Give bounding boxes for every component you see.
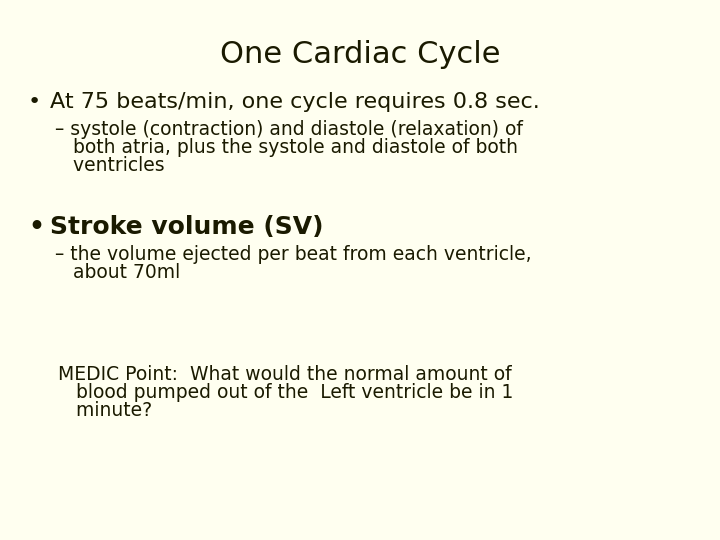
Text: At 75 beats/min, one cycle requires 0.8 sec.: At 75 beats/min, one cycle requires 0.8 … xyxy=(50,92,540,112)
Text: •: • xyxy=(28,215,44,239)
Text: about 70ml: about 70ml xyxy=(55,263,180,282)
Text: MEDIC Point:  What would the normal amount of: MEDIC Point: What would the normal amoun… xyxy=(40,365,512,384)
Text: minute?: minute? xyxy=(40,401,152,420)
Text: both atria, plus the systole and diastole of both: both atria, plus the systole and diastol… xyxy=(55,138,518,157)
Text: Stroke volume (SV): Stroke volume (SV) xyxy=(50,215,323,239)
Text: blood pumped out of the  Left ventricle be in 1: blood pumped out of the Left ventricle b… xyxy=(40,383,513,402)
Text: – systole (contraction) and diastole (relaxation) of: – systole (contraction) and diastole (re… xyxy=(55,120,523,139)
Text: •: • xyxy=(28,92,41,112)
Text: One Cardiac Cycle: One Cardiac Cycle xyxy=(220,40,500,69)
Text: – the volume ejected per beat from each ventricle,: – the volume ejected per beat from each … xyxy=(55,245,531,264)
Text: ventricles: ventricles xyxy=(55,156,165,175)
